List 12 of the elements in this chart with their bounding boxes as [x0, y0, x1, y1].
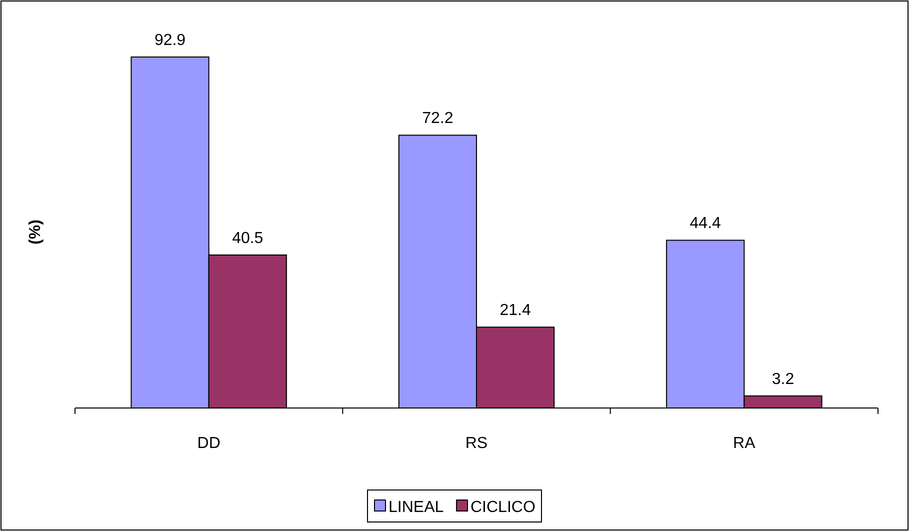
y-axis-title: (%) [27, 220, 44, 244]
data-label: 40.5 [232, 230, 264, 247]
legend-label: CICLICO [470, 499, 536, 516]
data-label: 92.9 [154, 32, 186, 49]
x-tick-label: RS [465, 435, 488, 452]
data-label: 21.4 [500, 302, 531, 320]
data-label: 44.4 [690, 215, 722, 232]
data-label: 72.2 [422, 110, 454, 128]
x-tick-label: DD [197, 435, 220, 452]
x-tick-label: RA [733, 435, 756, 452]
data-label: 3.2 [772, 370, 794, 388]
legend-label: LINEAL [388, 499, 444, 516]
